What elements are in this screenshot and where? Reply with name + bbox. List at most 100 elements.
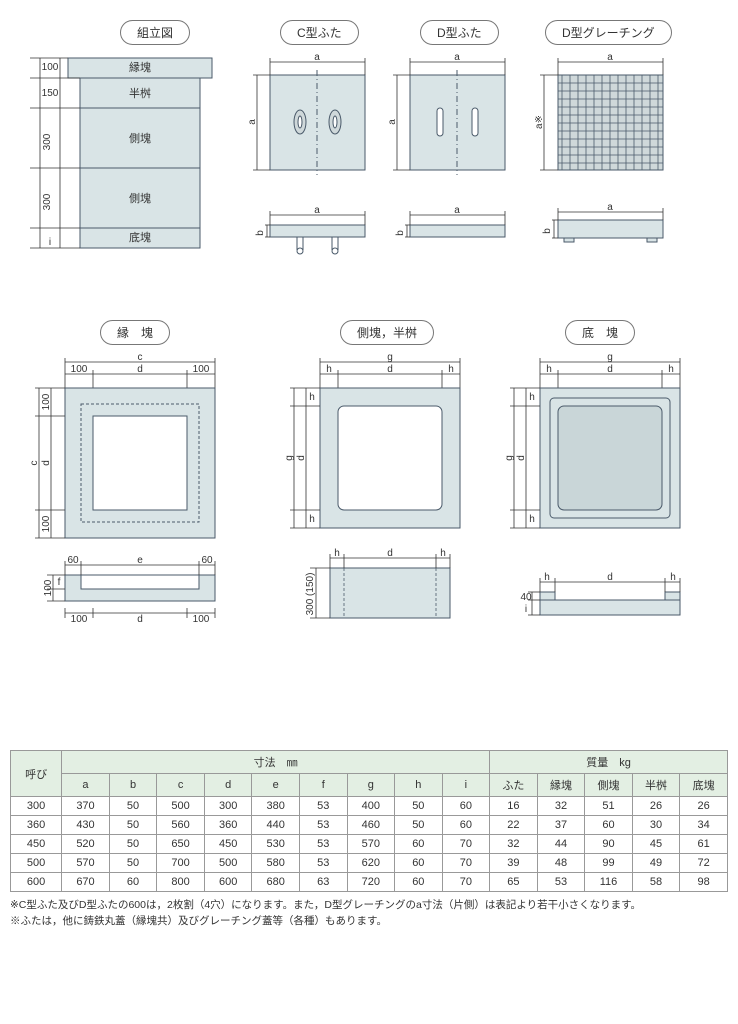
table-row: 360430505603604405346050602237603034	[11, 816, 728, 835]
svg-text:h: h	[448, 364, 454, 375]
svg-text:半桝: 半桝	[129, 86, 151, 100]
table-cell: 30	[632, 816, 680, 835]
label-bottom: 底 塊	[565, 320, 635, 345]
svg-text:h: h	[309, 514, 315, 525]
table-cell: 58	[632, 873, 680, 892]
table-cell: 620	[347, 854, 395, 873]
svg-text:h: h	[546, 364, 552, 375]
table-cell: 500	[204, 854, 252, 873]
svg-text:g: g	[607, 352, 613, 363]
table-cell: 500	[11, 854, 62, 873]
table-cell: 37	[537, 816, 585, 835]
table-cell: 98	[680, 873, 728, 892]
table-cell: 670	[62, 873, 110, 892]
svg-text:100: 100	[71, 364, 88, 375]
table-cell: 39	[490, 854, 538, 873]
svg-text:c: c	[29, 461, 40, 466]
table-cell: 60	[395, 835, 443, 854]
table-cell: 360	[11, 816, 62, 835]
th-name: 呼び	[11, 751, 62, 797]
table-cell: 90	[585, 835, 633, 854]
table-cell: 520	[62, 835, 110, 854]
th-d: d	[204, 774, 252, 797]
table-cell: 63	[299, 873, 347, 892]
table-cell: 300	[11, 797, 62, 816]
svg-text:b: b	[255, 230, 266, 236]
svg-text:300: 300	[42, 133, 53, 150]
svg-text:60: 60	[67, 555, 79, 566]
table-cell: 430	[62, 816, 110, 835]
svg-text:d: d	[607, 572, 613, 583]
table-cell: 680	[252, 873, 300, 892]
svg-text:150: 150	[42, 88, 59, 99]
table-cell: 720	[347, 873, 395, 892]
svg-text:a: a	[314, 205, 320, 216]
svg-text:e: e	[137, 555, 143, 566]
th-a: a	[62, 774, 110, 797]
table-cell: 53	[299, 854, 347, 873]
table-cell: 53	[299, 835, 347, 854]
table-cell: 50	[395, 797, 443, 816]
th-m-side: 側塊	[585, 774, 633, 797]
table-row: 500570507005005805362060703948994972	[11, 854, 728, 873]
svg-text:h: h	[326, 364, 332, 375]
th-e: e	[252, 774, 300, 797]
svg-text:d: d	[137, 614, 143, 625]
diagram-c-lid: a a	[245, 50, 375, 280]
svg-text:h: h	[334, 548, 340, 559]
svg-text:b: b	[395, 230, 406, 236]
table-cell: 60	[395, 854, 443, 873]
svg-text:g: g	[504, 455, 515, 461]
table-cell: 99	[585, 854, 633, 873]
table-row: 450520506504505305357060703244904561	[11, 835, 728, 854]
svg-text:b: b	[542, 228, 553, 234]
table-cell: 16	[490, 797, 538, 816]
table-cell: 48	[537, 854, 585, 873]
table-cell: 500	[157, 797, 205, 816]
table-cell: 380	[252, 797, 300, 816]
svg-text:i: i	[525, 604, 527, 615]
table-cell: 61	[680, 835, 728, 854]
table-cell: 300	[204, 797, 252, 816]
svg-text:300: 300	[42, 193, 53, 210]
svg-text:d: d	[41, 460, 52, 466]
diagram-d-lid: a a a	[385, 50, 515, 280]
table-cell: 50	[395, 816, 443, 835]
svg-text:a: a	[607, 202, 613, 213]
note-1: ※C型ふた及びD型ふたの600は，2枚割（4穴）になります。また，D型グレーチン…	[10, 898, 728, 914]
svg-text:h: h	[529, 514, 535, 525]
svg-text:h: h	[544, 572, 550, 583]
svg-text:a: a	[314, 52, 320, 63]
th-m-lid: ふた	[490, 774, 538, 797]
table-cell: 600	[204, 873, 252, 892]
table-cell: 440	[252, 816, 300, 835]
table-cell: 26	[632, 797, 680, 816]
table-cell: 50	[109, 797, 157, 816]
notes: ※C型ふた及びD型ふたの600は，2枚割（4穴）になります。また，D型グレーチン…	[10, 898, 728, 930]
svg-text:i: i	[49, 237, 51, 248]
note-2: ※ふたは，他に鋳鉄丸蓋（縁塊共）及びグレーチング蓋等（各種）もあります。	[10, 914, 728, 930]
table-cell: 370	[62, 797, 110, 816]
label-side-half: 側塊，半桝	[340, 320, 434, 345]
svg-text:a: a	[387, 119, 398, 125]
table-cell: 60	[109, 873, 157, 892]
th-c: c	[157, 774, 205, 797]
table-cell: 60	[395, 873, 443, 892]
table-cell: 53	[299, 816, 347, 835]
table-cell: 570	[62, 854, 110, 873]
table-cell: 50	[109, 835, 157, 854]
diagram-edge: c 100 d 100 c	[25, 350, 245, 630]
svg-text:300 (150): 300 (150)	[305, 573, 316, 616]
table-cell: 60	[585, 816, 633, 835]
table-cell: 72	[680, 854, 728, 873]
svg-text:d: d	[607, 364, 613, 375]
svg-text:d: d	[516, 455, 527, 461]
svg-text:g: g	[284, 455, 295, 461]
svg-text:h: h	[668, 364, 674, 375]
label-assembly: 組立図	[120, 20, 190, 45]
table-cell: 44	[537, 835, 585, 854]
svg-text:100: 100	[41, 393, 52, 410]
svg-text:a: a	[247, 119, 258, 125]
svg-text:d: d	[137, 364, 143, 375]
diagram-assembly: 縁塊 半桝 側塊 側塊 底塊 100 150 300	[10, 50, 230, 280]
